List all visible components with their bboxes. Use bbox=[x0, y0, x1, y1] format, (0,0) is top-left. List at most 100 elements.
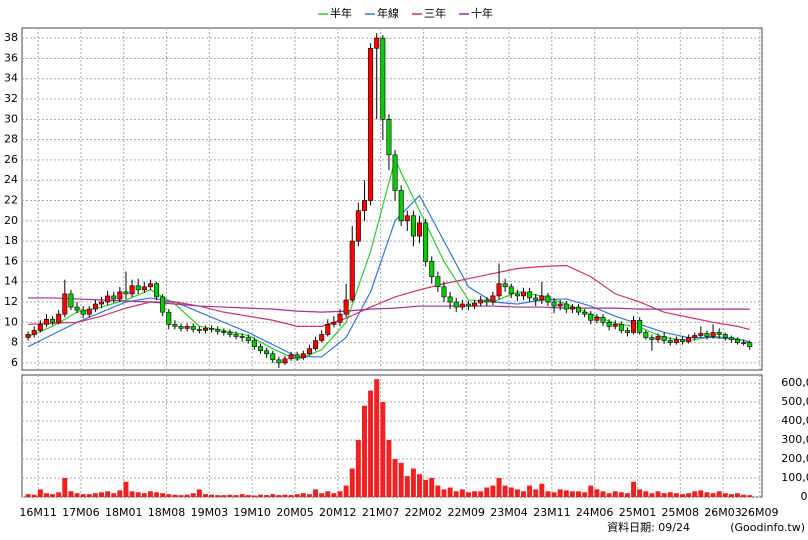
volume-bar bbox=[502, 485, 508, 497]
candle-body bbox=[43, 318, 49, 325]
volume-bar bbox=[294, 494, 300, 497]
volume-bar bbox=[576, 491, 582, 497]
volume-bar bbox=[631, 481, 637, 497]
volume-bar bbox=[306, 494, 312, 497]
x-tick-label: 22M09 bbox=[447, 506, 485, 519]
candle-body bbox=[496, 283, 502, 297]
candle-body bbox=[698, 333, 704, 336]
y-tick-label: 200,000 bbox=[781, 452, 808, 465]
candle-body bbox=[141, 286, 147, 291]
volume-bar bbox=[221, 495, 227, 497]
volume-bar bbox=[441, 489, 447, 497]
x-tick-label: 18M01 bbox=[105, 506, 143, 519]
legend-label: 年線 bbox=[377, 6, 399, 20]
volume-bar bbox=[141, 493, 147, 497]
volume-bar bbox=[105, 491, 111, 497]
candle-body bbox=[716, 332, 722, 335]
volume-bar bbox=[86, 494, 92, 497]
volume-bar bbox=[25, 494, 31, 497]
candle-body bbox=[417, 222, 423, 237]
candle-body bbox=[673, 339, 679, 343]
legend-label: 三年 bbox=[424, 6, 446, 20]
candle-body bbox=[441, 286, 447, 298]
candle-body bbox=[349, 240, 355, 301]
candle-body bbox=[410, 215, 416, 237]
y-tick-label: 8 bbox=[11, 336, 18, 349]
candle-body bbox=[92, 303, 98, 310]
candle-body bbox=[527, 291, 533, 299]
candle-body bbox=[692, 335, 698, 338]
volume-bar bbox=[417, 474, 423, 497]
volume-bar bbox=[92, 493, 98, 497]
volume-bar bbox=[160, 493, 166, 497]
volume-bar bbox=[588, 485, 594, 497]
volume-bar bbox=[313, 489, 319, 497]
candle-body bbox=[563, 303, 569, 310]
candle-body bbox=[557, 303, 563, 307]
candle-body bbox=[343, 299, 349, 315]
x-tick-label: 20M12 bbox=[319, 506, 357, 519]
candle-body bbox=[258, 346, 264, 352]
volume-bar bbox=[649, 493, 655, 497]
volume-bar bbox=[37, 489, 43, 497]
volume-bar bbox=[392, 458, 398, 497]
volume-bar bbox=[490, 485, 496, 497]
y-tick-label: 400,000 bbox=[781, 414, 808, 427]
volume-bar bbox=[337, 491, 343, 497]
candle-body bbox=[588, 313, 594, 321]
footer-source: (Goodinfo.tw) bbox=[730, 521, 805, 534]
candle-body bbox=[624, 330, 630, 333]
volume-bar bbox=[704, 492, 710, 497]
candle-body bbox=[276, 359, 282, 364]
volume-bar bbox=[129, 491, 135, 497]
candle-body bbox=[306, 348, 312, 355]
x-tick-label: 19M10 bbox=[233, 506, 271, 519]
candle-body bbox=[80, 309, 86, 315]
candle-body bbox=[435, 276, 441, 288]
candle-body bbox=[368, 47, 374, 201]
candle-body bbox=[459, 303, 465, 308]
candle-body bbox=[86, 308, 92, 315]
volume-bar bbox=[368, 390, 374, 497]
volume-bar bbox=[655, 491, 661, 497]
candle-body bbox=[288, 354, 294, 360]
candle-body bbox=[99, 301, 105, 305]
y-tick-label: 6 bbox=[11, 356, 18, 369]
candle-body bbox=[484, 299, 490, 303]
volume-bar bbox=[673, 493, 679, 497]
volume-bar bbox=[698, 490, 704, 497]
x-tick-label: 23M04 bbox=[490, 506, 528, 519]
candle-body bbox=[728, 337, 734, 340]
volume-bar bbox=[68, 491, 74, 497]
volume-bar bbox=[282, 494, 288, 497]
volume-bar bbox=[239, 494, 245, 497]
y-tick-label: 30 bbox=[4, 112, 18, 125]
volume-bar bbox=[484, 487, 490, 497]
volume-bar bbox=[398, 462, 404, 497]
y-tick-label: 16 bbox=[4, 254, 18, 267]
candle-body bbox=[160, 296, 166, 313]
candle-body bbox=[25, 334, 31, 338]
volume-bar bbox=[135, 492, 141, 497]
volume-frame bbox=[21, 374, 763, 498]
candle-body bbox=[135, 285, 141, 291]
volume-bar bbox=[123, 481, 129, 497]
volume-bar bbox=[343, 485, 349, 497]
candle-body bbox=[270, 353, 276, 361]
x-tick-label: 18M08 bbox=[148, 506, 186, 519]
y-tick-label: 20 bbox=[4, 214, 18, 227]
volume-bar bbox=[190, 493, 196, 497]
volume-bar bbox=[710, 493, 716, 497]
volume-bar bbox=[520, 491, 526, 497]
candle-body bbox=[233, 334, 239, 337]
candle-body bbox=[129, 285, 135, 295]
volume-bar bbox=[31, 494, 37, 497]
volume-bar bbox=[349, 468, 355, 497]
volume-bar bbox=[184, 494, 190, 497]
volume-bar bbox=[661, 493, 667, 497]
candle-body bbox=[294, 354, 300, 359]
volume-bar bbox=[643, 491, 649, 497]
volume-bar bbox=[618, 492, 624, 497]
y-tick-label: 28 bbox=[4, 133, 18, 146]
volume-bar bbox=[624, 493, 630, 497]
